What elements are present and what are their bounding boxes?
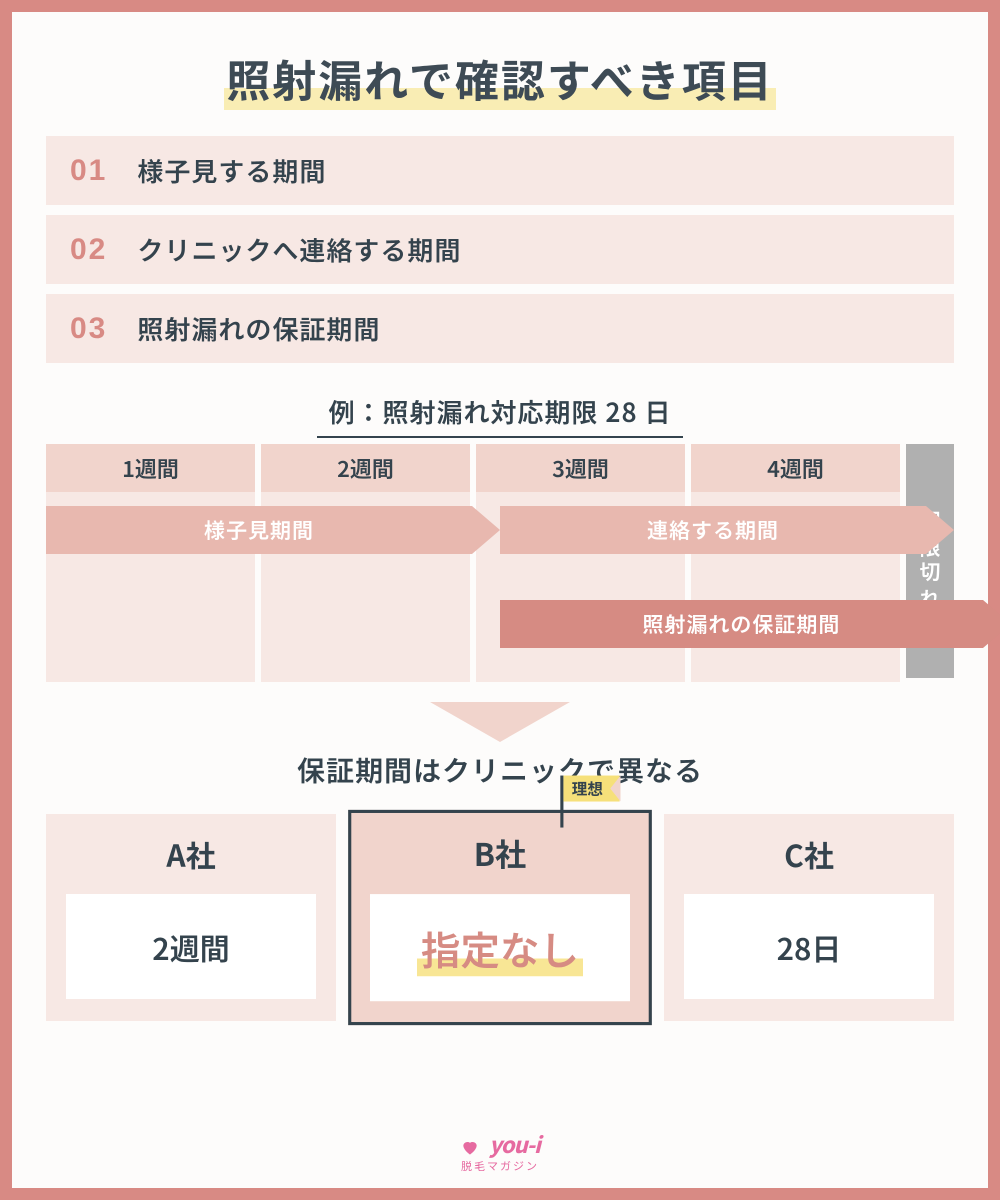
checklist-label: クリニックへ連絡する期間 — [137, 231, 461, 268]
heart-icon — [460, 1137, 480, 1157]
company-value: 28日 — [684, 894, 934, 999]
checklist-item: 03 照射漏れの保証期間 — [46, 294, 954, 363]
checklist-label: 様子見する期間 — [137, 152, 326, 189]
checklist-item: 02 クリニックへ連絡する期間 — [46, 215, 954, 284]
checklist-label: 照射漏れの保証期間 — [137, 310, 380, 347]
footer-logo: you-i 脱毛マガジン — [12, 1128, 988, 1174]
company-cards: A社 2週間 理想 B社 指定なし C社 28日 — [46, 814, 954, 1021]
timeline: 1週間 2週間 3週間 4週間 期限切れ 様子見期間 — [46, 444, 954, 682]
week-col: 2週間 — [261, 444, 470, 682]
checklist: 01 様子見する期間 02 クリニックへ連絡する期間 03 照射漏れの保証期間 — [46, 136, 954, 363]
footer-brand: you-i — [489, 1128, 540, 1160]
company-name: B社 — [370, 830, 630, 876]
page-title: 照射漏れで確認すべき項目 — [46, 46, 954, 110]
checklist-number: 03 — [70, 312, 107, 346]
checklist-number: 01 — [70, 154, 107, 188]
week-col: 1週間 — [46, 444, 255, 682]
company-name: A社 — [66, 832, 316, 876]
week-header: 1週間 — [46, 444, 255, 492]
example-title-text: 例：照射漏れ対応期限 28 日 — [317, 393, 684, 438]
checklist-number: 02 — [70, 233, 107, 267]
week-col: 4週間 — [691, 444, 900, 682]
week-body — [46, 492, 255, 682]
company-value-text: 指定なし — [417, 919, 583, 976]
company-value-text: 28日 — [777, 925, 842, 969]
page-title-text: 照射漏れで確認すべき項目 — [224, 46, 776, 110]
subheading: 保証期間はクリニックで異なる — [46, 750, 954, 790]
week-header: 3週間 — [476, 444, 685, 492]
footer-sub: 脱毛マガジン — [12, 1158, 988, 1174]
week-body — [691, 492, 900, 682]
company-card-b: 理想 B社 指定なし — [348, 810, 652, 1025]
week-col: 3週間 — [476, 444, 685, 682]
arrow-head-icon — [983, 600, 1000, 648]
expired-column: 期限切れ — [906, 444, 954, 678]
ideal-flag: 理想 — [560, 776, 619, 828]
week-header: 4週間 — [691, 444, 900, 492]
company-value: 2週間 — [66, 894, 316, 999]
company-value: 指定なし — [370, 894, 630, 1001]
expired-label: 期限切れ — [915, 509, 945, 613]
flag-label: 理想 — [563, 776, 619, 802]
down-triangle-icon — [430, 702, 570, 742]
week-body — [476, 492, 685, 682]
week-body — [261, 492, 470, 682]
company-card-c: C社 28日 — [664, 814, 954, 1021]
example-title: 例：照射漏れ対応期限 28 日 — [46, 393, 954, 430]
checklist-item: 01 様子見する期間 — [46, 136, 954, 205]
company-value-text: 2週間 — [152, 925, 229, 969]
infographic-canvas: 照射漏れで確認すべき項目 01 様子見する期間 02 クリニックへ連絡する期間 … — [0, 0, 1000, 1200]
company-name: C社 — [684, 832, 934, 876]
week-columns: 1週間 2週間 3週間 4週間 — [46, 444, 954, 682]
week-header: 2週間 — [261, 444, 470, 492]
company-card-a: A社 2週間 — [46, 814, 336, 1021]
